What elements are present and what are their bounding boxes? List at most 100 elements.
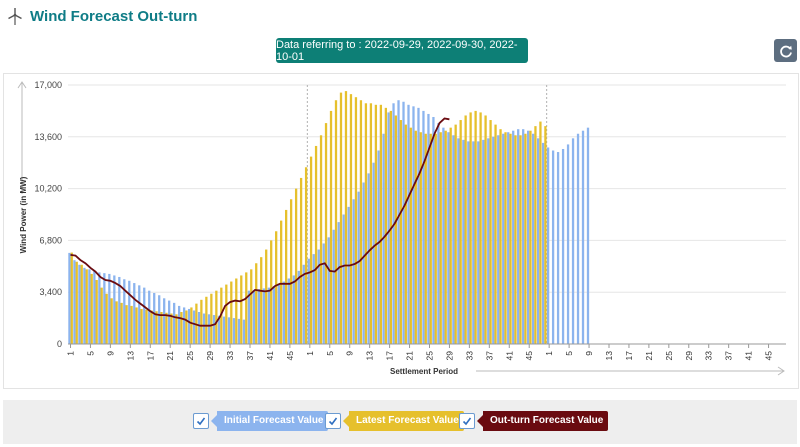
bar-latest bbox=[135, 307, 138, 344]
bar-latest bbox=[519, 135, 522, 344]
bar-initial bbox=[217, 315, 221, 344]
bar-initial bbox=[327, 237, 330, 344]
bar-initial bbox=[272, 286, 276, 344]
bar-latest bbox=[444, 130, 447, 344]
bar-latest bbox=[100, 287, 103, 344]
bar-initial bbox=[497, 135, 500, 344]
initial-checkbox[interactable] bbox=[193, 413, 209, 429]
bar-initial bbox=[148, 290, 151, 344]
bar-latest bbox=[150, 310, 153, 344]
x-tick-label: 17 bbox=[145, 351, 155, 361]
x-tick-label: 37 bbox=[245, 351, 255, 361]
bar-initial bbox=[352, 199, 355, 344]
bar-latest bbox=[304, 167, 308, 344]
bar-initial bbox=[98, 272, 101, 344]
header: Wind Forecast Out-turn bbox=[6, 4, 197, 28]
bar-initial bbox=[207, 314, 211, 344]
bar-latest bbox=[115, 301, 118, 344]
bar-initial bbox=[242, 319, 246, 344]
bar-initial bbox=[277, 283, 281, 344]
bar-latest bbox=[324, 123, 328, 345]
bar-latest bbox=[215, 290, 218, 344]
bar-latest bbox=[329, 110, 333, 345]
bar-latest bbox=[289, 199, 293, 344]
bar-initial bbox=[367, 173, 370, 344]
bar-initial bbox=[477, 141, 480, 344]
y-tick-label: 6,800 bbox=[39, 235, 62, 245]
bar-latest bbox=[225, 284, 228, 344]
bar-latest bbox=[260, 257, 263, 344]
x-tick-label: 45 bbox=[524, 351, 534, 361]
outturn-checkbox[interactable] bbox=[459, 413, 475, 429]
y-tick-label: 0 bbox=[57, 339, 62, 349]
bar-initial bbox=[163, 298, 166, 344]
bar-latest bbox=[374, 104, 378, 344]
bar-initial bbox=[282, 281, 285, 344]
bar-initial bbox=[502, 133, 505, 344]
y-tick-label: 17,000 bbox=[34, 80, 62, 90]
bar-initial bbox=[437, 123, 440, 345]
bar-initial bbox=[332, 229, 335, 344]
checkmark-icon bbox=[196, 417, 206, 426]
chart-container: 0 3,400 6,800 10,200 13,600 17,000 1 5 9 13 17 21 25… bbox=[3, 73, 799, 389]
legend-item-initial[interactable]: Initial Forecast Value bbox=[193, 411, 329, 431]
x-tick-label: 29 bbox=[205, 351, 215, 361]
x-tick-label: 5 bbox=[325, 351, 335, 356]
bar-initial bbox=[227, 317, 231, 344]
bar-initial bbox=[317, 249, 320, 344]
bar-latest bbox=[105, 293, 108, 344]
legend-item-latest[interactable]: Latest Forecast Value bbox=[325, 411, 464, 431]
bar-initial bbox=[192, 310, 196, 344]
bar-initial bbox=[357, 191, 360, 344]
checkmark-icon bbox=[328, 417, 338, 426]
x-tick-label: 1 bbox=[305, 351, 315, 356]
bar-latest bbox=[364, 103, 368, 344]
bar-latest bbox=[200, 299, 203, 344]
bar-initial bbox=[88, 269, 91, 344]
bar-latest bbox=[489, 120, 492, 345]
bar-latest bbox=[459, 120, 462, 345]
bar-initial bbox=[377, 150, 380, 344]
bar-initial bbox=[83, 267, 86, 344]
x-tick-label: 41 bbox=[265, 351, 275, 361]
bar-initial bbox=[492, 136, 495, 344]
bar-latest bbox=[369, 103, 373, 344]
latest-checkbox[interactable] bbox=[325, 413, 341, 429]
bar-initial bbox=[267, 287, 271, 344]
bar-initial bbox=[312, 254, 315, 344]
bar-initial bbox=[128, 280, 131, 344]
bar-latest bbox=[409, 127, 412, 344]
x-tick-label: 9 bbox=[345, 351, 355, 356]
bar-initial bbox=[571, 138, 575, 344]
legend-label-initial: Initial Forecast Value bbox=[210, 411, 329, 431]
x-tick-label: 13 bbox=[365, 351, 375, 361]
bar-latest bbox=[155, 311, 158, 344]
bar-initial bbox=[427, 113, 430, 345]
bar-latest bbox=[309, 156, 313, 344]
bar-latest bbox=[414, 130, 417, 344]
bar-initial bbox=[173, 302, 176, 344]
bar-initial bbox=[252, 289, 256, 344]
bar-initial bbox=[452, 135, 455, 344]
bar-initial bbox=[487, 138, 490, 344]
bar-initial bbox=[133, 283, 136, 344]
x-tick-label: 17 bbox=[385, 351, 395, 361]
refresh-button[interactable] bbox=[774, 39, 797, 62]
bar-latest bbox=[384, 107, 388, 344]
bar-latest bbox=[484, 115, 487, 345]
wind-turbine-icon bbox=[8, 8, 22, 25]
bar-initial bbox=[566, 144, 570, 344]
y-axis-arrowhead bbox=[17, 81, 27, 89]
bar-latest bbox=[504, 132, 507, 344]
bar-latest bbox=[339, 92, 343, 344]
bar-initial bbox=[232, 318, 236, 344]
bar-initial bbox=[307, 258, 310, 344]
legend-item-outturn[interactable]: Out-turn Forecast Value bbox=[459, 411, 609, 431]
bar-initial bbox=[197, 312, 201, 344]
x-tick-label: 5 bbox=[564, 351, 574, 356]
bar-initial bbox=[507, 132, 510, 344]
bar-latest bbox=[210, 293, 213, 344]
bar-latest bbox=[439, 132, 442, 344]
bar-initial bbox=[322, 243, 325, 344]
bar-initial bbox=[177, 305, 181, 344]
